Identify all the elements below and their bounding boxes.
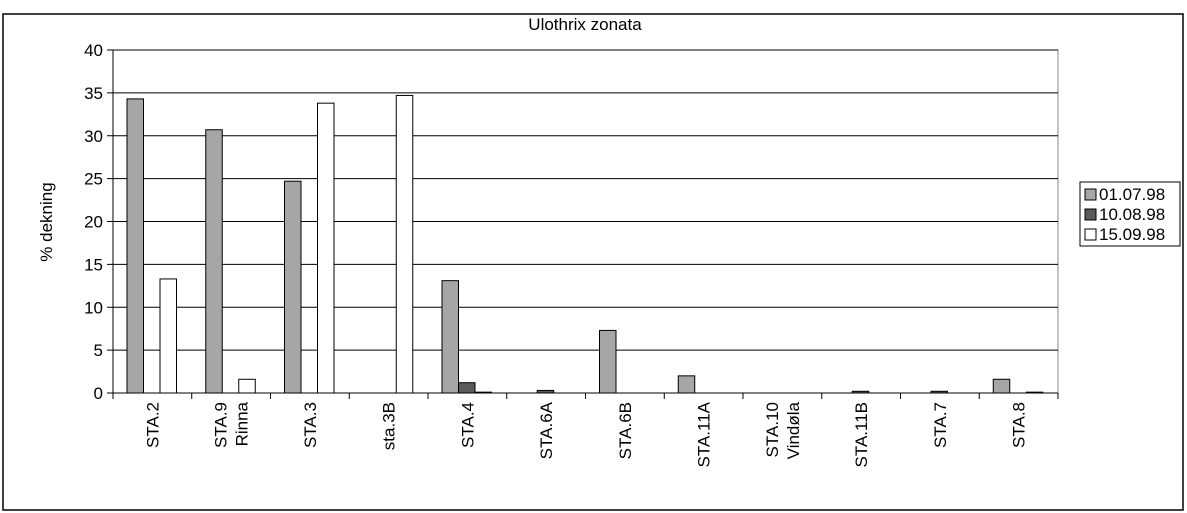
x-tick-label: STA.6A xyxy=(537,401,556,459)
y-tick-label: 10 xyxy=(84,298,103,317)
bar xyxy=(159,278,177,394)
x-tick-label: STA.8 xyxy=(1010,402,1029,448)
bar xyxy=(317,102,335,394)
legend-label: 10.08.98 xyxy=(1099,205,1165,224)
y-tick-label: 0 xyxy=(94,384,103,403)
legend-box xyxy=(1079,181,1181,247)
x-tick-label: STA.2 xyxy=(143,402,162,448)
x-tick-label: Rinna xyxy=(233,401,252,446)
legend-swatch xyxy=(1084,188,1097,201)
chart-title: Ulothrix zonata xyxy=(528,15,642,34)
legend-label: 01.07.98 xyxy=(1099,185,1165,204)
bar xyxy=(441,280,459,394)
legend-swatch xyxy=(1084,208,1097,221)
y-tick-label: 30 xyxy=(84,127,103,146)
x-tick-label: STA.11A xyxy=(695,401,714,467)
legend-swatch xyxy=(1084,228,1097,241)
bar xyxy=(126,98,144,394)
bar xyxy=(536,389,555,394)
bar xyxy=(474,391,492,394)
bar xyxy=(1025,391,1044,394)
y-axis-label: % dekning xyxy=(37,182,56,261)
y-tick-label: 35 xyxy=(84,84,103,103)
y-tick-label: 40 xyxy=(84,41,103,60)
bar xyxy=(677,375,696,394)
x-tick-label: STA.11B xyxy=(852,402,871,468)
bar xyxy=(458,382,476,394)
legend-label: 15.09.98 xyxy=(1099,225,1165,244)
x-tick-label: STA.6B xyxy=(616,402,635,459)
x-tick-label: sta.3B xyxy=(380,402,399,450)
x-tick-label: STA.9 xyxy=(212,402,231,448)
bar xyxy=(238,378,256,394)
y-tick-label: 5 xyxy=(94,341,103,360)
bar xyxy=(992,378,1011,394)
bar xyxy=(395,94,414,394)
x-tick-label: STA.4 xyxy=(458,402,477,448)
bar xyxy=(205,129,223,394)
y-tick-label: 25 xyxy=(84,170,103,189)
x-tick-label: Vindøla xyxy=(784,401,803,459)
bar xyxy=(284,180,302,394)
x-tick-label: STA.10 xyxy=(763,402,782,457)
y-tick-label: 15 xyxy=(84,255,103,274)
bar xyxy=(851,390,870,394)
bar xyxy=(599,329,617,394)
bar xyxy=(930,390,948,394)
x-tick-label: STA.3 xyxy=(301,402,320,448)
x-tick-label: STA.7 xyxy=(931,402,950,448)
y-tick-label: 20 xyxy=(84,213,103,232)
